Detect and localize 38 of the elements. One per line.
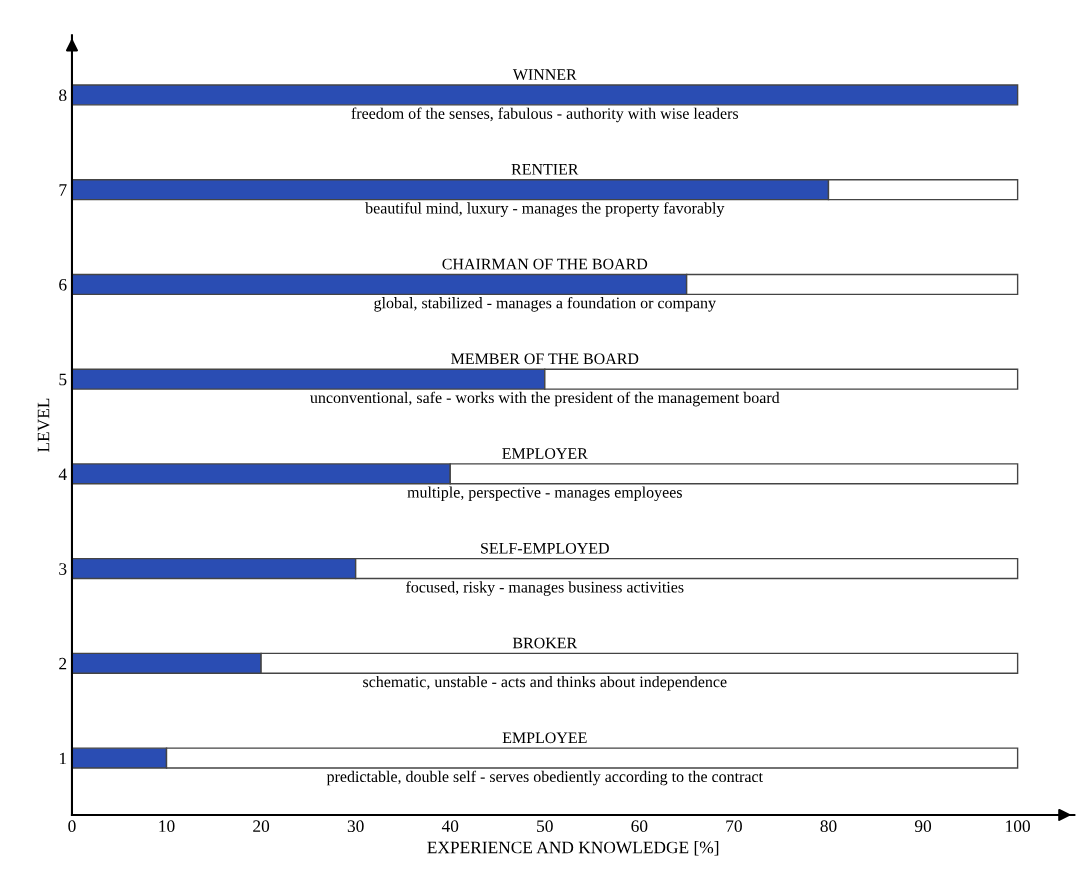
x-tick-label: 30 xyxy=(347,820,364,832)
x-tick-label: 10 xyxy=(159,820,175,832)
y-tick-label: 5 xyxy=(59,373,67,386)
y-tick-label: 3 xyxy=(59,563,67,575)
x-tick-label: 90 xyxy=(914,820,932,832)
x-tick-label: 40 xyxy=(441,820,459,832)
x-tick-label: 50 xyxy=(537,820,553,832)
annotation: EMPLOYEE xyxy=(502,732,587,744)
annotation: beautiful mind, luxury - manages the property favorably xyxy=(365,202,725,217)
y-axis-title: LEVEL xyxy=(37,398,50,453)
y-tick-label: 2 xyxy=(59,657,67,670)
annotation: multiple, perspective - manages employees xyxy=(407,486,682,502)
annotation: SELF-EMPLOYED xyxy=(481,542,609,554)
y-tick-label: 1 xyxy=(59,752,67,765)
y-tick-label: 6 xyxy=(59,278,67,291)
annotation: freedom of the senses, fabulous - authority with wise leaders xyxy=(351,107,739,123)
x-tick-label: 100 xyxy=(1006,820,1030,832)
annotation: EMPLOYER xyxy=(502,448,588,459)
annotation: CHAIRMAN OF THE BOARD xyxy=(442,258,648,270)
x-tick-label: 80 xyxy=(820,820,837,832)
annotation: predictable, double self - serves obediently according to the contract xyxy=(326,770,763,786)
annotation: focused, risky - manages business activities xyxy=(406,581,684,596)
annotation: BROKER xyxy=(512,637,578,649)
y-tick-label: 4 xyxy=(58,468,67,480)
x-tick-label: 60 xyxy=(631,820,648,832)
annotation: global, stabilized - manages a foundation or company xyxy=(374,296,716,312)
bar xyxy=(71,84,1019,106)
annotation: schematic, unstable - acts and thinks about independence xyxy=(363,676,727,691)
x-axis-title: EXPERIENCE AND KNOWLEDGE [%] xyxy=(427,841,719,856)
x-tick-label: 70 xyxy=(726,820,742,832)
x-tick-label: 20 xyxy=(253,820,270,832)
annotation: WINNER xyxy=(512,69,577,81)
y-tick-label: 7 xyxy=(59,184,67,196)
annotation: unconventional, safe - works with the president of the management board xyxy=(310,391,780,407)
y-tick-label: 8 xyxy=(59,89,67,102)
annotation: MEMBER OF THE BOARD xyxy=(451,353,639,365)
annotation: RENTIER xyxy=(511,164,579,175)
x-tick-label: 0 xyxy=(68,820,76,832)
